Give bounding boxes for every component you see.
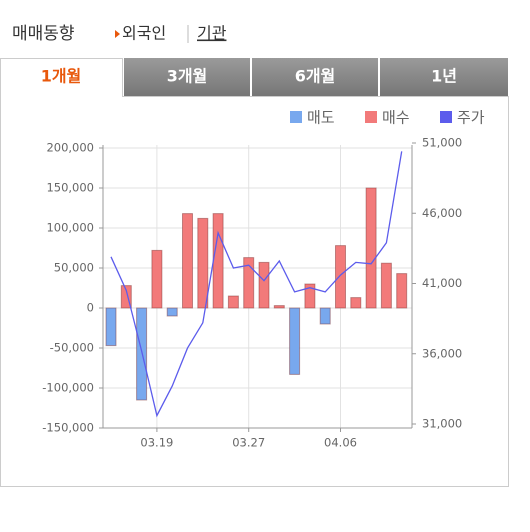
tab-label[interactable]: 1년: [431, 67, 457, 86]
x-tick-label: 03.27: [232, 436, 265, 450]
bar: [227, 295, 239, 309]
chart: -150,000 -100,000 -50,000 0 50,000 100,000 150…: [42, 109, 485, 450]
x-tick-label: 03.19: [140, 436, 173, 450]
y2-tick-label: 36,000: [422, 346, 462, 360]
y-tick-label: 0: [87, 301, 94, 315]
bar: [350, 297, 362, 309]
legend-label: 주가: [457, 109, 485, 127]
y-tick-label: 200,000: [46, 141, 94, 155]
legend-label: 매도: [307, 109, 335, 127]
bar: [319, 307, 331, 325]
y-tick-label: 50,000: [54, 261, 94, 275]
link[interactable]: 외국인: [122, 24, 166, 43]
y-tick-label: 150,000: [46, 181, 94, 195]
bar: [197, 217, 209, 309]
bar: [273, 305, 285, 309]
bar: [304, 283, 316, 309]
panel: [0, 96, 509, 487]
bar: [396, 273, 408, 309]
bar: [365, 187, 377, 309]
tab-label[interactable]: 6개월: [295, 67, 336, 86]
bar: [120, 285, 132, 309]
y-tick-label: -150,000: [42, 421, 94, 435]
tab-bar: 1개월 3개월 6개월 1년: [0, 58, 508, 98]
tab-label[interactable]: 3개월: [167, 67, 208, 86]
price-line: [110, 151, 403, 418]
tab[interactable]: [252, 58, 378, 96]
y2-tick-label: 46,000: [422, 206, 462, 220]
bar: [243, 257, 255, 309]
bar: [182, 213, 193, 309]
y2-tick-label: 31,000: [422, 417, 462, 431]
link[interactable]: 기관: [197, 24, 227, 43]
legend-swatch: [365, 111, 377, 123]
header-title: 매매동향: [12, 24, 75, 44]
bar: [151, 249, 163, 309]
bar: [380, 262, 392, 309]
legend-label: 매수: [382, 109, 410, 127]
bar: [289, 307, 301, 375]
tab[interactable]: [380, 58, 508, 96]
legend-swatch: [440, 111, 452, 123]
legend-swatch: [290, 111, 302, 123]
y-tick-label: -50,000: [50, 341, 94, 355]
tab-label[interactable]: 1개월: [41, 67, 82, 86]
link-marker: [115, 30, 120, 38]
y2-tick-label: 51,000: [422, 136, 462, 150]
bar: [258, 261, 270, 309]
bar: [166, 307, 178, 317]
bar: [212, 213, 224, 309]
bar: [335, 245, 346, 309]
y-tick-label: -100,000: [42, 381, 94, 395]
y-tick-label: 100,000: [46, 221, 94, 235]
tab[interactable]: [124, 58, 250, 96]
tab[interactable]: [0, 58, 123, 98]
y2-tick-label: 41,000: [422, 276, 462, 290]
bar: [105, 307, 117, 347]
x-tick-label: 04.06: [324, 436, 357, 450]
bar: [136, 307, 148, 401]
